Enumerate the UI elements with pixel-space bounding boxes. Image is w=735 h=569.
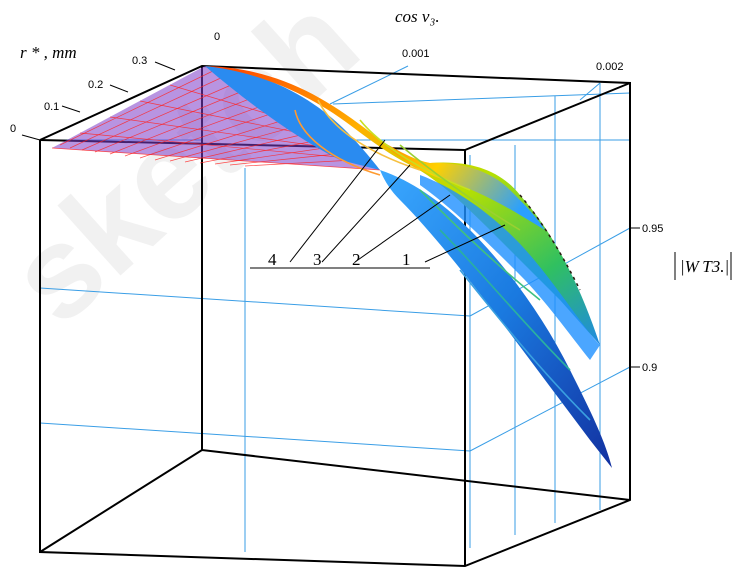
contour-lines [294,99,591,421]
curve-label-4: 4 [268,250,277,269]
z-axis-title-text: |W T3.| [680,257,729,276]
x-tick-0.002: 0.002 [596,61,624,73]
tick-marks [21,61,640,368]
z-axis-title: |W T3.| [674,252,732,280]
depth-tick-0.2: 0.2 [88,79,103,91]
surface-edge-dark [519,194,581,291]
depth-tick-0.3: 0.3 [132,55,147,67]
surface-mesh [51,66,612,468]
curve-label-3: 3 [313,250,322,269]
z-tick-0.95: 0.95 [642,223,663,235]
x-axis-title: cos v₃. [395,7,440,26]
surface-blue-mid [420,175,600,360]
depth-axis-title: r * , mm [20,43,77,62]
depth-tick-0: 0 [10,123,16,135]
z-tick-0.9: 0.9 [642,362,657,374]
x-tick-0: 0 [214,31,220,43]
surface-blue-lower [380,170,612,468]
depth-tick-0.1: 0.1 [44,101,59,113]
curve-leaders [250,139,506,269]
curve-label-2: 2 [352,250,361,269]
curve-label-1: 1 [402,250,411,269]
surface-blue-upper [205,66,380,170]
x-tick-0.001: 0.001 [402,48,430,60]
